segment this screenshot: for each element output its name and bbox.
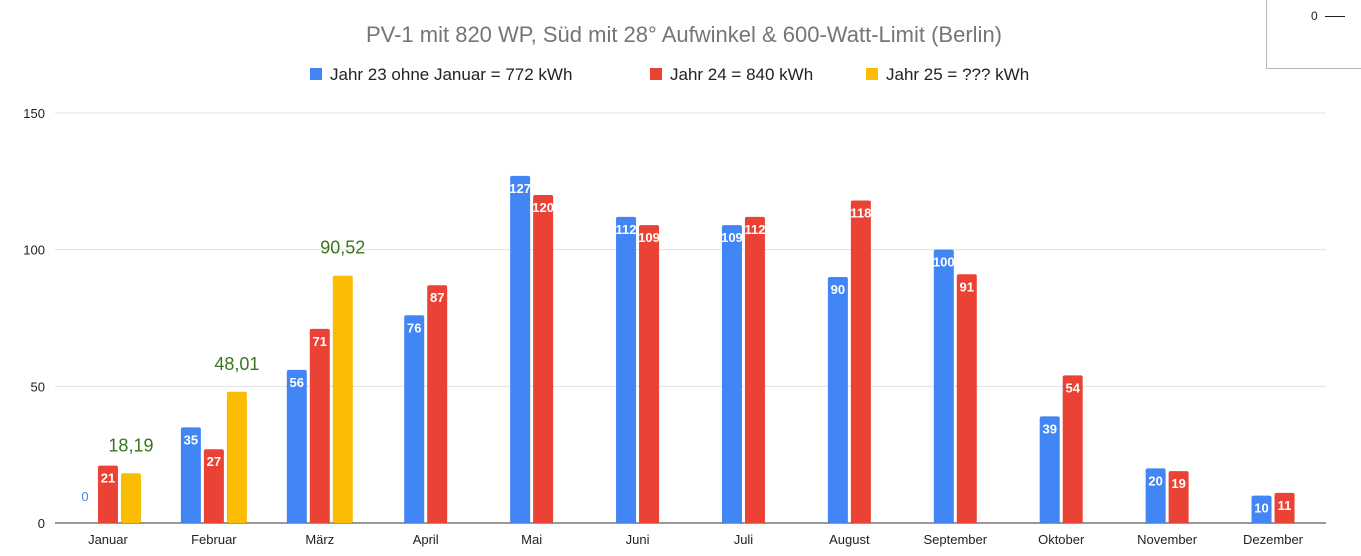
bar bbox=[533, 195, 554, 523]
bar bbox=[1062, 375, 1083, 523]
bar bbox=[427, 285, 448, 523]
data-label: 127 bbox=[509, 181, 531, 196]
data-label: 27 bbox=[207, 454, 221, 469]
bar bbox=[120, 473, 141, 523]
corner-legend-box: 0 bbox=[1266, 0, 1361, 69]
bar bbox=[616, 216, 637, 523]
x-axis-ticks: Januar Februar März April Mai Juni Juli August S… bbox=[88, 532, 1304, 547]
bar bbox=[404, 315, 425, 523]
bar bbox=[309, 328, 330, 523]
bar bbox=[956, 274, 977, 523]
data-label: 112 bbox=[616, 222, 637, 237]
bar bbox=[1168, 471, 1189, 523]
data-label: 87 bbox=[430, 290, 444, 305]
x-tick-label: November bbox=[1137, 532, 1198, 547]
data-label: 21 bbox=[101, 471, 115, 486]
x-tick-label: Juni bbox=[626, 532, 650, 547]
corner-legend-label: 0 bbox=[1311, 9, 1318, 23]
data-label: 90,52 bbox=[320, 238, 365, 258]
bar bbox=[97, 465, 118, 523]
bar bbox=[332, 275, 353, 523]
legend-label-1: Jahr 23 ohne Januar = 772 kWh bbox=[330, 65, 572, 84]
x-tick-label: August bbox=[829, 532, 870, 547]
data-label: 54 bbox=[1065, 380, 1080, 395]
data-label: 20 bbox=[1148, 473, 1162, 488]
bar bbox=[286, 369, 307, 523]
bar bbox=[226, 391, 247, 523]
data-label: 48,01 bbox=[214, 354, 259, 374]
bar bbox=[1251, 495, 1272, 523]
bar bbox=[203, 449, 224, 523]
bar bbox=[510, 175, 531, 523]
y-tick-label: 100 bbox=[23, 243, 45, 258]
y-axis-ticks: 0 50 100 150 bbox=[23, 106, 45, 531]
bar bbox=[1274, 492, 1295, 523]
y-tick-label: 0 bbox=[38, 516, 45, 531]
bar bbox=[180, 427, 201, 523]
legend-label-3: Jahr 25 = ??? kWh bbox=[886, 65, 1029, 84]
data-label: 90 bbox=[831, 282, 845, 297]
x-tick-label: September bbox=[923, 532, 987, 547]
data-label: 10 bbox=[1254, 501, 1268, 516]
legend-label-2: Jahr 24 = 840 kWh bbox=[670, 65, 813, 84]
bar bbox=[744, 216, 765, 523]
bar bbox=[933, 249, 954, 523]
data-label: 18,19 bbox=[108, 435, 153, 455]
bar bbox=[1039, 416, 1060, 523]
corner-legend-line bbox=[1325, 16, 1345, 17]
data-label: 35 bbox=[184, 432, 198, 447]
data-label: 56 bbox=[290, 375, 304, 390]
bar bbox=[639, 225, 660, 524]
chart-title: PV-1 mit 820 WP, Süd mit 28° Aufwinkel &… bbox=[366, 22, 1002, 47]
x-tick-label: Oktober bbox=[1038, 532, 1085, 547]
gridlines bbox=[55, 112, 1326, 524]
data-label: 100 bbox=[933, 255, 955, 270]
x-tick-label: Mai bbox=[521, 532, 542, 547]
data-label: 109 bbox=[721, 230, 743, 245]
y-tick-label: 150 bbox=[23, 106, 45, 121]
bar bbox=[827, 277, 848, 523]
legend-swatch-1 bbox=[310, 68, 322, 80]
bar bbox=[850, 200, 871, 523]
data-label: 120 bbox=[532, 200, 554, 215]
bar bbox=[1145, 468, 1166, 523]
bar bbox=[721, 225, 742, 524]
data-label: 118 bbox=[850, 205, 871, 220]
data-label: 112 bbox=[744, 222, 765, 237]
data-label: 71 bbox=[313, 334, 327, 349]
x-tick-label: Februar bbox=[191, 532, 237, 547]
x-tick-label: März bbox=[305, 532, 334, 547]
y-tick-label: 50 bbox=[31, 379, 45, 394]
bars bbox=[97, 175, 1295, 524]
data-label: 11 bbox=[1278, 498, 1292, 513]
data-label: 109 bbox=[638, 230, 660, 245]
legend-swatch-3 bbox=[866, 68, 878, 80]
x-tick-label: Dezember bbox=[1243, 532, 1304, 547]
data-label: 91 bbox=[960, 279, 974, 294]
data-label: 0 bbox=[81, 489, 88, 504]
x-tick-label: April bbox=[413, 532, 439, 547]
data-label: 76 bbox=[407, 320, 421, 335]
data-label: 19 bbox=[1171, 476, 1185, 491]
legend: Jahr 23 ohne Januar = 772 kWh Jahr 24 = 8… bbox=[310, 65, 1029, 84]
data-label: 39 bbox=[1042, 421, 1056, 436]
x-tick-label: Januar bbox=[88, 532, 128, 547]
legend-swatch-2 bbox=[650, 68, 662, 80]
x-tick-label: Juli bbox=[734, 532, 754, 547]
